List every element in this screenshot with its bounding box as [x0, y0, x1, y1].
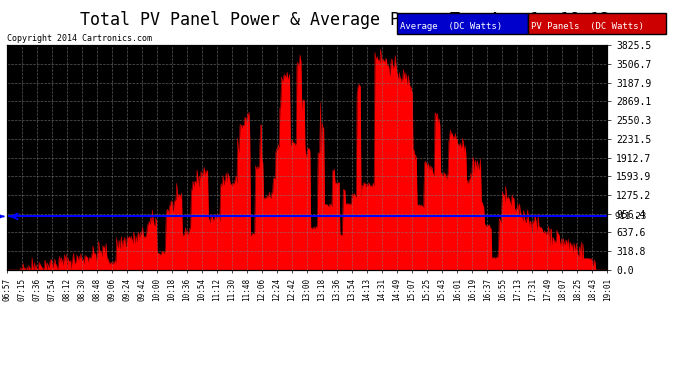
Text: 911.23: 911.23 [614, 212, 647, 221]
Text: Average  (DC Watts): Average (DC Watts) [400, 22, 502, 31]
Text: Total PV Panel Power & Average Power Tue Apr 1  19:13: Total PV Panel Power & Average Power Tue… [80, 11, 610, 29]
Text: Copyright 2014 Cartronics.com: Copyright 2014 Cartronics.com [7, 34, 152, 43]
Text: PV Panels  (DC Watts): PV Panels (DC Watts) [531, 22, 644, 31]
